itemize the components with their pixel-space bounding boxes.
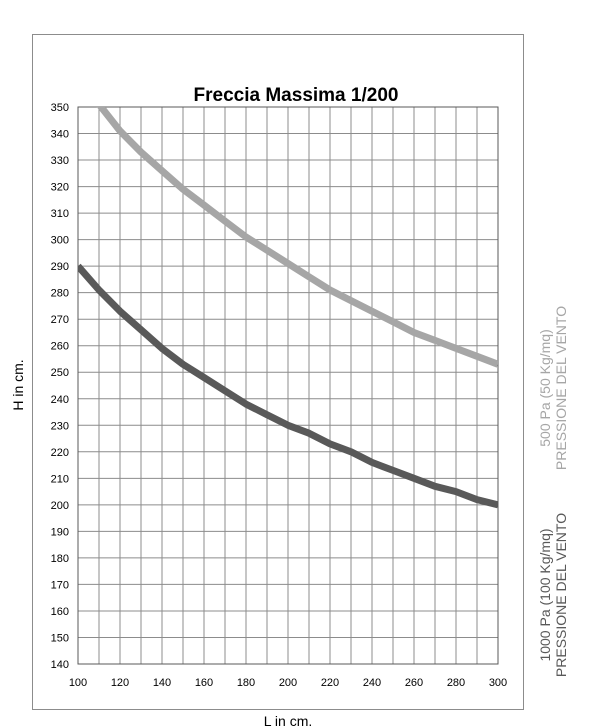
y-tick-label: 280 [51, 288, 69, 300]
x-tick-label: 180 [237, 677, 255, 689]
tick-labels: 140 150 160 170 180 190 200 210 220 230 240 250 260 2… [51, 102, 508, 689]
y-tick-label: 140 [51, 659, 69, 671]
y-tick-label: 300 [51, 235, 69, 247]
x-tick-label: 140 [153, 677, 171, 689]
x-tick-label: 220 [321, 677, 339, 689]
chart-title: Freccia Massima 1/200 [194, 85, 399, 106]
y-axis-label: H in cm. [10, 359, 26, 410]
y-tick-label: 170 [51, 579, 69, 591]
series-line-1 [96, 107, 498, 368]
x-tick-label: 300 [489, 677, 507, 689]
x-tick-label: 100 [69, 677, 87, 689]
y-tick-label: 290 [51, 261, 69, 273]
x-tick-label: 240 [363, 677, 381, 689]
y-tick-label: 320 [51, 182, 69, 194]
y-tick-label: 350 [51, 102, 69, 114]
legend-entry-line: PRESSIONE DEL VENTO [553, 513, 569, 677]
grid-lines [77, 106, 499, 665]
y-tick-label: 240 [51, 394, 69, 406]
series-line-2 [78, 263, 498, 509]
legend-entry-line: PRESSIONE DEL VENTO [553, 306, 569, 470]
x-tick-label: 200 [279, 677, 297, 689]
x-axis-label: L in cm. [264, 713, 313, 728]
x-tick-label: 120 [111, 677, 129, 689]
y-tick-label: 230 [51, 420, 69, 432]
x-tick-label: 260 [405, 677, 423, 689]
legend-entry-line: 500 Pa (50 Kg/mq) [537, 329, 553, 447]
y-tick-label: 270 [51, 314, 69, 326]
y-tick-label: 340 [51, 129, 69, 141]
x-tick-label: 160 [195, 677, 213, 689]
y-tick-label: 150 [51, 632, 69, 644]
y-tick-label: 250 [51, 367, 69, 379]
x-tick-label: 280 [447, 677, 465, 689]
plot-area-border [77, 106, 499, 665]
y-tick-label: 200 [51, 500, 69, 512]
legend: 500 Pa (50 Kg/mq)PRESSIONE DEL VENTO1000… [537, 306, 569, 677]
y-tick-label: 260 [51, 341, 69, 353]
legend-entry-line: 1000 Pa (100 Kg/mq) [537, 528, 553, 661]
y-tick-label: 210 [51, 473, 69, 485]
y-tick-label: 190 [51, 526, 69, 538]
legend-entry-1: 500 Pa (50 Kg/mq)PRESSIONE DEL VENTO [537, 306, 569, 470]
legend-entry-2: 1000 Pa (100 Kg/mq)PRESSIONE DEL VENTO [537, 513, 569, 677]
chart-frame [32, 34, 524, 710]
y-tick-label: 160 [51, 606, 69, 618]
y-tick-label: 310 [51, 208, 69, 220]
y-tick-label: 220 [51, 447, 69, 459]
y-tick-label: 330 [51, 155, 69, 167]
series-group [78, 107, 498, 509]
y-tick-label: 180 [51, 553, 69, 565]
